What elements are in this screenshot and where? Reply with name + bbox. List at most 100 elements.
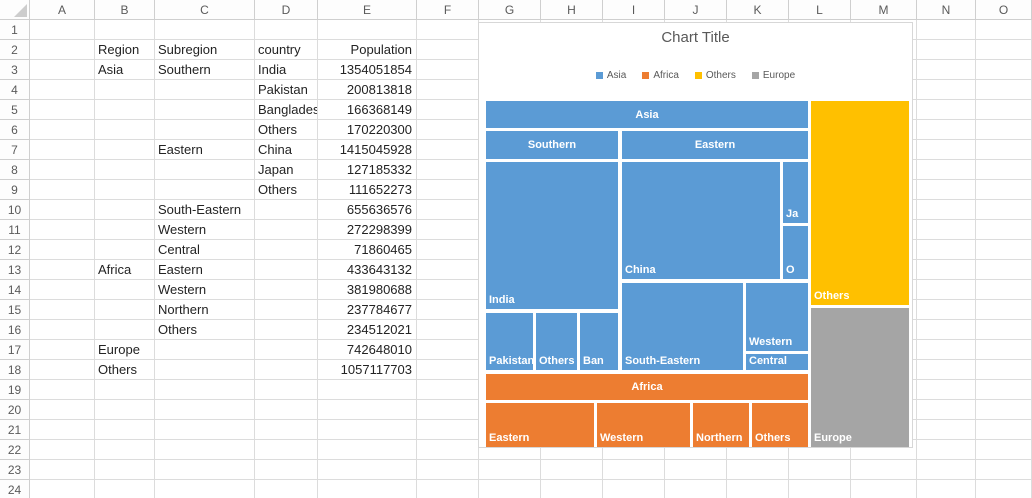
column-header-I[interactable]: I: [603, 0, 665, 20]
row-header-14[interactable]: 14: [0, 280, 30, 300]
treemap-tile-others-africa[interactable]: Others: [752, 403, 808, 447]
cell-D6[interactable]: Others: [255, 120, 318, 140]
cell-O10[interactable]: [976, 200, 1032, 220]
cell-D23[interactable]: [255, 460, 318, 480]
treemap-tile-eastern-africa[interactable]: Eastern: [486, 403, 594, 447]
treemap-chart[interactable]: Chart Title Asia Africa Others Europe Asia S…: [478, 22, 913, 448]
treemap-tile-pakistan[interactable]: Pakistan: [486, 313, 533, 370]
cell-N21[interactable]: [917, 420, 976, 440]
cell-O9[interactable]: [976, 180, 1032, 200]
cell-D19[interactable]: [255, 380, 318, 400]
cell-N4[interactable]: [917, 80, 976, 100]
cell-O5[interactable]: [976, 100, 1032, 120]
treemap-tile-india[interactable]: India: [486, 162, 618, 309]
row-header-20[interactable]: 20: [0, 400, 30, 420]
cell-F18[interactable]: [417, 360, 479, 380]
legend-item-europe[interactable]: Europe: [751, 70, 795, 81]
cell-N6[interactable]: [917, 120, 976, 140]
column-header-C[interactable]: C: [155, 0, 255, 20]
cell-N17[interactable]: [917, 340, 976, 360]
cell-A16[interactable]: [30, 320, 95, 340]
cell-F19[interactable]: [417, 380, 479, 400]
column-header-M[interactable]: M: [851, 0, 917, 20]
cell-A4[interactable]: [30, 80, 95, 100]
cell-F22[interactable]: [417, 440, 479, 460]
cell-A10[interactable]: [30, 200, 95, 220]
cell-M23[interactable]: [851, 460, 917, 480]
cell-F10[interactable]: [417, 200, 479, 220]
cell-F21[interactable]: [417, 420, 479, 440]
cell-D3[interactable]: India: [255, 60, 318, 80]
row-header-7[interactable]: 7: [0, 140, 30, 160]
column-header-D[interactable]: D: [255, 0, 318, 20]
row-header-8[interactable]: 8: [0, 160, 30, 180]
cell-C22[interactable]: [155, 440, 255, 460]
row-header-17[interactable]: 17: [0, 340, 30, 360]
cell-F1[interactable]: [417, 20, 479, 40]
row-header-16[interactable]: 16: [0, 320, 30, 340]
cell-A21[interactable]: [30, 420, 95, 440]
cell-D16[interactable]: [255, 320, 318, 340]
cell-C2[interactable]: Subregion: [155, 40, 255, 60]
cell-B9[interactable]: [95, 180, 155, 200]
cell-F4[interactable]: [417, 80, 479, 100]
cell-D9[interactable]: Others: [255, 180, 318, 200]
cell-D8[interactable]: Japan: [255, 160, 318, 180]
cell-N10[interactable]: [917, 200, 976, 220]
treemap-tile-asia-banner[interactable]: Asia: [486, 101, 808, 128]
row-header-23[interactable]: 23: [0, 460, 30, 480]
cell-C24[interactable]: [155, 480, 255, 498]
cell-O22[interactable]: [976, 440, 1032, 460]
treemap-tile-japan[interactable]: Ja: [783, 162, 808, 223]
cell-K24[interactable]: [727, 480, 789, 498]
cell-B10[interactable]: [95, 200, 155, 220]
cell-D1[interactable]: [255, 20, 318, 40]
cell-C4[interactable]: [155, 80, 255, 100]
row-header-10[interactable]: 10: [0, 200, 30, 220]
cell-A6[interactable]: [30, 120, 95, 140]
cell-D2[interactable]: country: [255, 40, 318, 60]
cell-E3[interactable]: 1354051854: [318, 60, 417, 80]
cell-N1[interactable]: [917, 20, 976, 40]
cell-B22[interactable]: [95, 440, 155, 460]
cell-B12[interactable]: [95, 240, 155, 260]
cell-A14[interactable]: [30, 280, 95, 300]
cell-B17[interactable]: Europe: [95, 340, 155, 360]
cell-E16[interactable]: 234512021: [318, 320, 417, 340]
legend-item-asia[interactable]: Asia: [595, 70, 626, 81]
cell-F7[interactable]: [417, 140, 479, 160]
cell-E9[interactable]: 111652273: [318, 180, 417, 200]
cell-N3[interactable]: [917, 60, 976, 80]
cell-A5[interactable]: [30, 100, 95, 120]
cell-F13[interactable]: [417, 260, 479, 280]
cell-D20[interactable]: [255, 400, 318, 420]
cell-C1[interactable]: [155, 20, 255, 40]
treemap-tile-others-southern[interactable]: Others: [536, 313, 577, 370]
cell-C3[interactable]: Southern: [155, 60, 255, 80]
treemap-tile-others-region[interactable]: Others: [811, 101, 909, 305]
cell-E15[interactable]: 237784677: [318, 300, 417, 320]
cell-F2[interactable]: [417, 40, 479, 60]
column-header-N[interactable]: N: [917, 0, 976, 20]
column-header-A[interactable]: A: [30, 0, 95, 20]
cell-A3[interactable]: [30, 60, 95, 80]
cell-C15[interactable]: Northern: [155, 300, 255, 320]
cell-C12[interactable]: Central: [155, 240, 255, 260]
cell-G23[interactable]: [479, 460, 541, 480]
cell-N12[interactable]: [917, 240, 976, 260]
cell-N24[interactable]: [917, 480, 976, 498]
cell-C23[interactable]: [155, 460, 255, 480]
row-header-4[interactable]: 4: [0, 80, 30, 100]
cell-N15[interactable]: [917, 300, 976, 320]
cell-F20[interactable]: [417, 400, 479, 420]
cell-B13[interactable]: Africa: [95, 260, 155, 280]
select-all-corner[interactable]: [0, 0, 30, 20]
treemap-tile-africa-banner[interactable]: Africa: [486, 374, 808, 400]
cell-C8[interactable]: [155, 160, 255, 180]
cell-D4[interactable]: Pakistan: [255, 80, 318, 100]
cell-E18[interactable]: 1057117703: [318, 360, 417, 380]
row-header-6[interactable]: 6: [0, 120, 30, 140]
row-header-12[interactable]: 12: [0, 240, 30, 260]
row-header-1[interactable]: 1: [0, 20, 30, 40]
cell-B15[interactable]: [95, 300, 155, 320]
